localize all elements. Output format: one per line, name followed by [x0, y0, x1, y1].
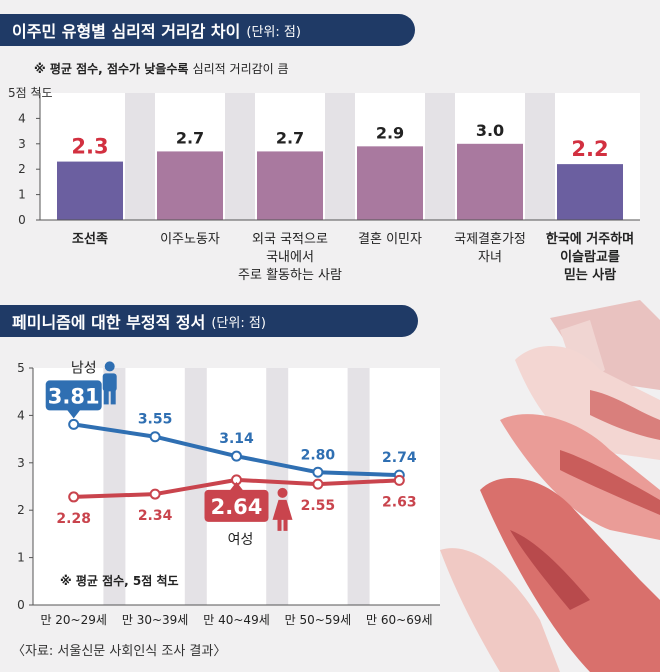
source-note: 〈자료: 서울신문 사회인식 조사 결과〉	[12, 644, 227, 659]
chart1-note: ※ 평균 점수, 점수가 낮을수록 심리적 거리감이 큼	[34, 60, 289, 77]
y-tick-label: 0	[17, 598, 25, 612]
bar	[357, 146, 423, 220]
x-tick-label: 만 50~59세	[285, 613, 352, 627]
female-value-label: 2.64	[211, 495, 263, 519]
female-callout-box	[204, 489, 269, 522]
bar-value-label: 2.7	[176, 128, 204, 147]
category-label: 이주노동자	[160, 232, 220, 247]
chart1-unit: (단위: 점)	[246, 24, 301, 40]
category-label: 자녀	[478, 250, 502, 265]
bar	[57, 161, 123, 220]
male-icon-head	[104, 361, 115, 372]
category-label: 이슬람교를	[560, 249, 620, 265]
male-callout-box	[45, 380, 102, 411]
data-point	[393, 474, 405, 486]
chart2-title-banner: 페미니즘에 대한 부정적 정서 (단위: 점)	[0, 305, 418, 337]
y-tick-label: 4	[18, 111, 26, 125]
x-tick-label: 만 20~29세	[40, 613, 107, 627]
male-value-label: 3.81	[48, 384, 100, 408]
chart1-title: 이주민 유형별 심리적 거리감 차이	[12, 22, 241, 41]
chart1-note-rest: 심리적 거리감이 큼	[192, 62, 289, 76]
chart2-unit: (단위: 점)	[211, 315, 266, 331]
y-tick-label: 1	[18, 188, 26, 202]
female-icon-leg	[283, 518, 288, 531]
column-gap	[125, 93, 155, 220]
y-tick-label: 2	[17, 503, 25, 517]
x-tick-label: 만 60~69세	[366, 613, 433, 627]
column-gap	[266, 368, 289, 605]
bar-chart: 0 1 2 3 4 5점 척도 2.3 조선족 2.7 이주노동자 2.7 외국 국적으로국내에서주로…	[8, 86, 640, 283]
data-point	[68, 418, 80, 430]
female-icon-head	[277, 487, 288, 498]
female-icon-leg	[277, 518, 282, 531]
male-value-label: 3.14	[219, 431, 254, 447]
data-point	[312, 478, 324, 490]
male-icon-leg	[110, 389, 116, 405]
hand-middle	[500, 414, 660, 540]
bar-value-label: 2.3	[71, 135, 108, 159]
category-label: 국내에서	[266, 250, 314, 265]
y-tick-label: 3	[18, 137, 26, 151]
category-label: 외국 국적으로	[252, 232, 328, 247]
y-tick-label: 5	[17, 361, 25, 375]
column-gap	[325, 93, 355, 220]
female-callout-pointer	[229, 481, 244, 491]
category-label: 한국에 거주하며	[546, 231, 634, 247]
female-value-label: 2.63	[382, 494, 417, 510]
bar-value-label: 3.0	[476, 121, 504, 140]
male-callout-pointer	[66, 409, 81, 419]
hand-lower	[440, 478, 660, 672]
male-value-label: 2.80	[301, 447, 336, 463]
chart1-note-prefix: ※ 평균 점수,	[34, 62, 103, 76]
category-label: 믿는 사람	[564, 267, 616, 283]
category-label: 결혼 이민자	[358, 232, 422, 247]
bar	[257, 151, 323, 220]
category-label: 조선족	[72, 231, 108, 247]
data-point	[149, 488, 161, 500]
category-label: 주로 활동하는 사람	[238, 268, 342, 283]
data-point	[149, 431, 161, 443]
data-point	[231, 450, 242, 462]
y-tick-label: 5점 척도	[8, 86, 53, 100]
data-point	[312, 466, 324, 478]
bar-value-label: 2.7	[276, 128, 304, 147]
y-tick-label: 3	[17, 456, 25, 470]
male-icon-body	[102, 373, 117, 392]
column-gap	[103, 368, 126, 605]
y-tick-label: 4	[17, 408, 25, 422]
y-tick-label: 0	[18, 213, 26, 227]
chart2-note: ※ 평균 점수, 5점 척도	[60, 574, 179, 588]
chart2-title: 페미니즘에 대한 부정적 정서	[12, 313, 206, 332]
raised-hands-illustration	[440, 300, 660, 672]
bar	[557, 164, 623, 220]
male-value-label: 3.55	[138, 412, 173, 428]
y-tick-label: 2	[18, 162, 26, 176]
column-gap	[347, 368, 370, 605]
female-value-label: 2.55	[301, 498, 336, 514]
female-value-label: 2.28	[56, 511, 91, 527]
female-series-label: 여성	[228, 532, 254, 548]
column-gap	[225, 93, 255, 220]
chart1-note-emph: 점수가 낮을수록	[106, 62, 189, 76]
female-icon-dress	[272, 499, 293, 520]
bar	[457, 143, 523, 220]
x-tick-label: 만 30~39세	[122, 613, 189, 627]
female-value-label: 2.34	[138, 508, 173, 524]
bar-value-label: 2.2	[571, 137, 608, 161]
hand-upper-right	[515, 346, 660, 460]
category-label: 국제결혼가정	[454, 232, 526, 247]
male-icon-leg	[103, 389, 109, 405]
x-tick-label: 만 40~49세	[203, 613, 270, 627]
bar	[157, 151, 223, 220]
male-series-label: 남성	[71, 360, 97, 376]
chart1-title-banner: 이주민 유형별 심리적 거리감 차이 (단위: 점)	[0, 14, 415, 46]
column-gap	[425, 93, 455, 220]
column-gap	[525, 93, 555, 220]
y-tick-label: 1	[17, 551, 25, 565]
male-value-label: 2.74	[382, 450, 417, 466]
bar-value-label: 2.9	[376, 123, 404, 142]
data-point	[68, 491, 80, 503]
